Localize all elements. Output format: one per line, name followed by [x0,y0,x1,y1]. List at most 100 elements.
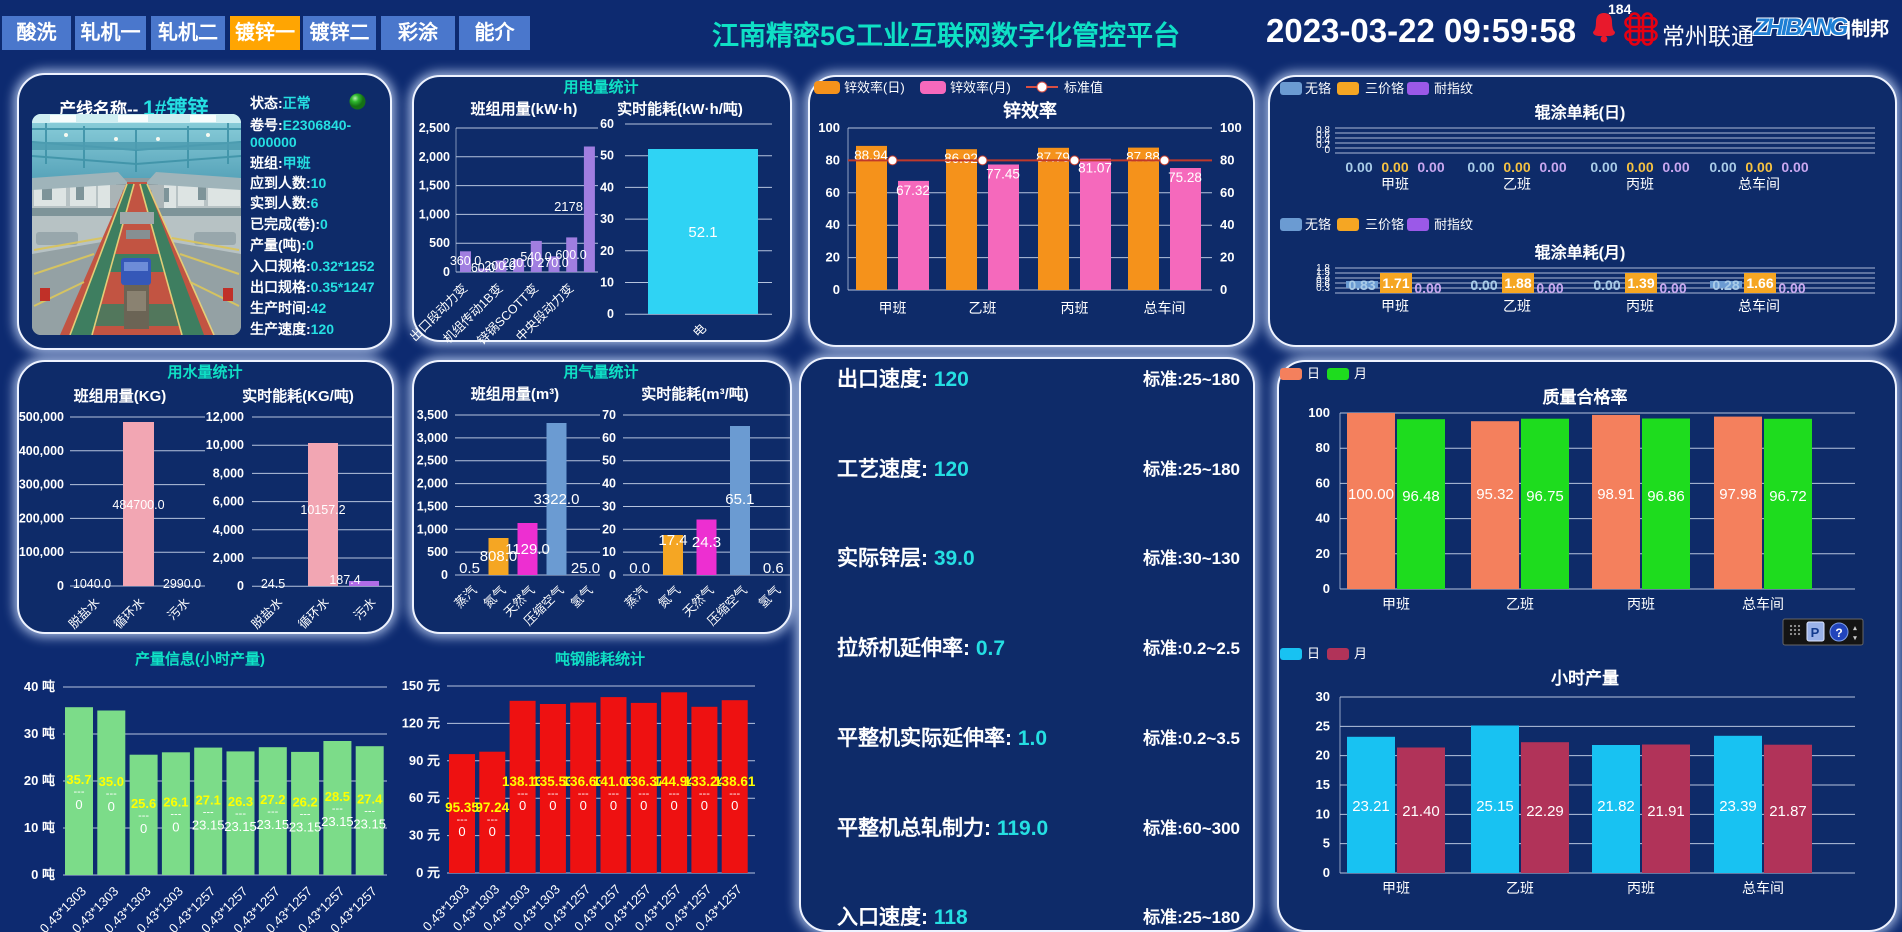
svg-text:10: 10 [602,545,616,559]
svg-text:2,500: 2,500 [417,454,448,468]
svg-text:脱盐水: 脱盐水 [248,594,285,631]
svg-text:80: 80 [1220,152,1234,167]
svg-text:0: 0 [489,824,496,839]
svg-text:锌效率(日): 锌效率(日) [844,80,905,95]
svg-text:24.3: 24.3 [692,534,721,551]
svg-text:2,500: 2,500 [419,121,450,135]
svg-text:0: 0 [441,568,448,582]
svg-text:甲班: 甲班 [879,300,907,316]
svg-text:500: 500 [429,236,450,250]
svg-text:日: 日 [1307,366,1320,381]
svg-text:1,500: 1,500 [417,499,448,513]
svg-text:20: 20 [826,250,840,265]
svg-text:0: 0 [731,798,738,813]
svg-text:1.88: 1.88 [1504,275,1531,291]
svg-text:总车间: 总车间 [1144,300,1186,316]
svg-text:70: 70 [602,408,616,422]
svg-text:23.15: 23.15 [353,817,386,832]
svg-text:0.00: 0.00 [1470,277,1497,293]
svg-text:2990.0: 2990.0 [163,577,201,591]
svg-text:6,000: 6,000 [213,495,244,509]
svg-text:0.00: 0.00 [1626,159,1653,175]
svg-text:23.15: 23.15 [257,817,290,832]
svg-text:88.94: 88.94 [854,148,888,163]
svg-text:136.37: 136.37 [623,774,664,789]
svg-text:81.07: 81.07 [1078,161,1112,176]
svg-text:95.32: 95.32 [1476,486,1514,503]
svg-text:25.15: 25.15 [1476,798,1514,815]
svg-text:0 元: 0 元 [416,865,440,880]
svg-text:1,000: 1,000 [419,207,450,221]
svg-text:0: 0 [140,821,147,836]
svg-text:0.5: 0.5 [459,560,480,577]
svg-text:40 吨: 40 吨 [24,679,55,694]
svg-text:脱盐水: 脱盐水 [65,594,102,631]
svg-text:三价铬: 三价铬 [1365,217,1404,232]
svg-text:乙班: 乙班 [1503,176,1531,192]
svg-text:20: 20 [602,522,616,536]
svg-text:808.0: 808.0 [480,548,518,565]
svg-text:---: --- [138,810,149,822]
svg-text:100: 100 [1308,405,1330,420]
svg-text:0: 0 [833,282,840,297]
svg-text:67.32: 67.32 [896,183,930,198]
svg-text:60 元: 60 元 [409,790,440,805]
svg-text:班组用量(kW·h): 班组用量(kW·h) [471,100,578,118]
svg-text:---: --- [487,814,498,826]
svg-text:0.00: 0.00 [1593,277,1620,293]
svg-text:0.9: 0.9 [1316,275,1330,286]
svg-text:2,000: 2,000 [419,150,450,164]
svg-text:蒸汽: 蒸汽 [622,582,651,611]
svg-text:0.00: 0.00 [1467,159,1494,175]
svg-text:---: --- [578,788,589,800]
svg-text:丙班: 丙班 [1626,298,1654,314]
svg-text:总车间: 总车间 [1742,596,1784,612]
svg-text:97.24: 97.24 [475,800,509,815]
svg-text:30: 30 [602,499,616,513]
svg-text:26.2: 26.2 [292,794,317,809]
svg-text:甲班: 甲班 [1382,596,1410,612]
svg-text:---: --- [608,788,619,800]
svg-text:80: 80 [826,152,840,167]
svg-text:10157.2: 10157.2 [300,503,345,517]
svg-text:40: 40 [602,477,616,491]
svg-text:24.5: 24.5 [261,577,285,591]
svg-text:135.53: 135.53 [532,774,574,789]
svg-text:87.79: 87.79 [1036,150,1070,165]
svg-text:乙班: 乙班 [1503,298,1531,314]
svg-text:日: 日 [1307,646,1320,661]
svg-text:实时能耗(KG/吨): 实时能耗(KG/吨) [242,387,354,405]
svg-text:辊涂单耗(日): 辊涂单耗(日) [1535,103,1626,122]
svg-text:0: 0 [580,798,587,813]
svg-text:1.5: 1.5 [1316,267,1330,278]
svg-text:0.00: 0.00 [1659,280,1686,296]
svg-text:12,000: 12,000 [206,410,244,424]
svg-text:耐指纹: 耐指纹 [1434,217,1473,232]
svg-text:87.88: 87.88 [1126,150,1160,165]
svg-text:0: 0 [670,798,677,813]
svg-text:锌锅SCOTT变: 锌锅SCOTT变 [474,281,541,348]
svg-text:10,000: 10,000 [206,438,244,452]
svg-text:0: 0 [1324,145,1330,156]
svg-text:锌效率(月): 锌效率(月) [950,80,1011,95]
svg-text:21.91: 21.91 [1647,803,1685,820]
svg-text:360.0: 360.0 [450,254,481,268]
svg-text:班组用量(KG): 班组用量(KG) [74,387,167,405]
svg-text:0.00: 0.00 [1503,159,1530,175]
svg-text:无铬: 无铬 [1305,217,1331,232]
svg-text:40: 40 [826,217,840,232]
svg-text:100: 100 [818,120,840,135]
svg-text:96.48: 96.48 [1402,488,1440,505]
svg-text:乙班: 乙班 [969,300,997,316]
svg-text:0.6: 0.6 [1316,279,1330,290]
svg-text:96.72: 96.72 [1769,488,1807,505]
svg-text:---: --- [235,808,246,820]
svg-text:甲班: 甲班 [1382,880,1410,896]
svg-text:21.87: 21.87 [1769,803,1807,820]
svg-text:2,000: 2,000 [213,551,244,565]
svg-text:100.00: 100.00 [1348,486,1394,503]
svg-text:60: 60 [600,117,614,131]
svg-text:0: 0 [443,265,450,279]
svg-text:0: 0 [108,799,115,814]
svg-text:污水: 污水 [165,595,193,623]
